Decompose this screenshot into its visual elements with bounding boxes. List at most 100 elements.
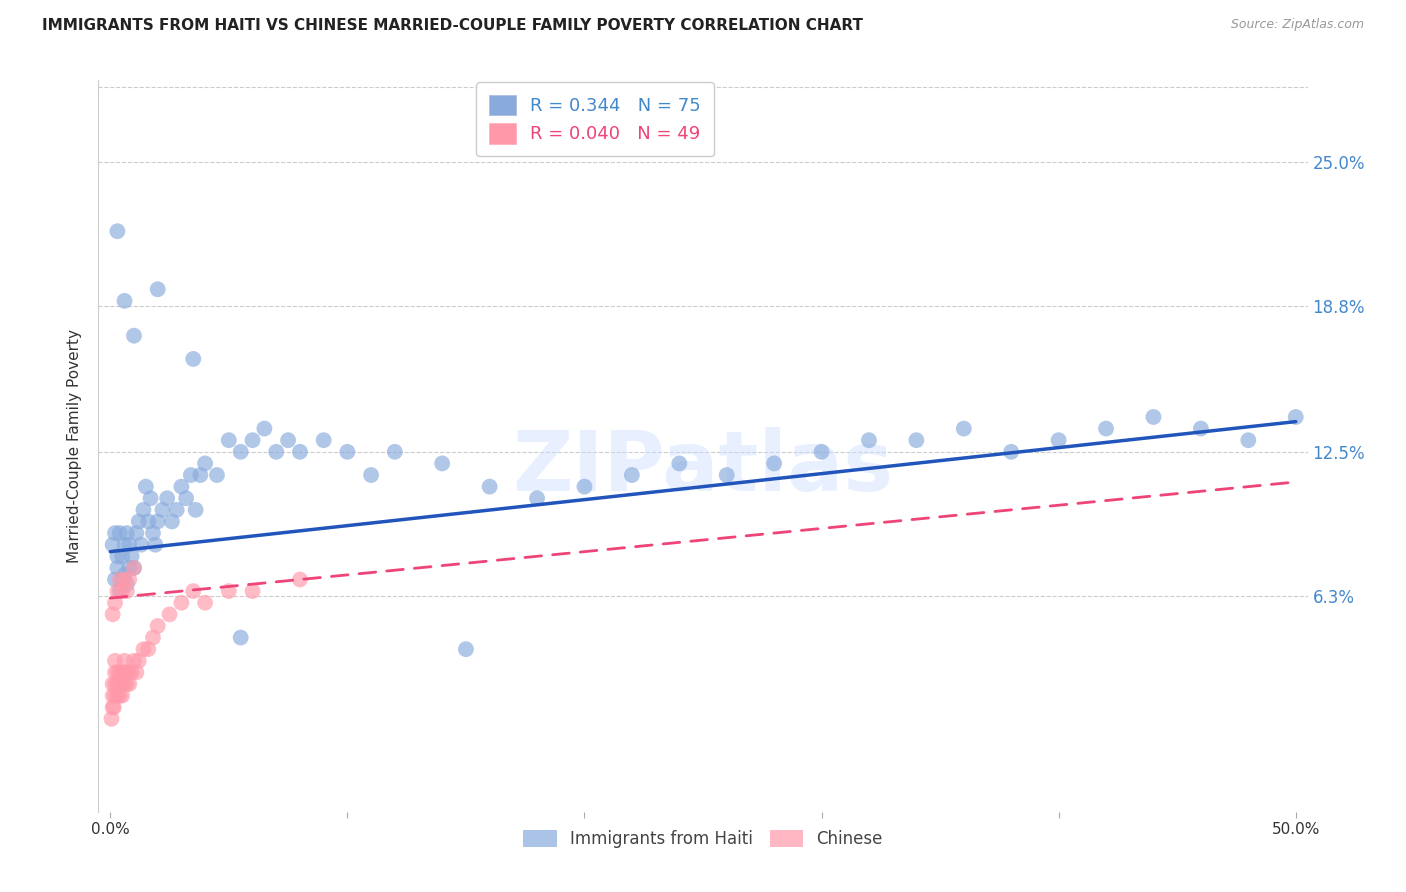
Point — [1237, 433, 1260, 447]
Point — [101, 677, 124, 691]
Point — [384, 445, 406, 459]
Point — [146, 619, 169, 633]
Point — [111, 689, 134, 703]
Point — [111, 549, 134, 564]
Point — [166, 503, 188, 517]
Point — [118, 561, 141, 575]
Point — [229, 445, 252, 459]
Point — [174, 491, 197, 506]
Point — [105, 549, 128, 564]
Point — [905, 433, 928, 447]
Point — [104, 654, 127, 668]
Point — [105, 689, 128, 703]
Point — [114, 573, 136, 587]
Point — [122, 561, 145, 575]
Point — [128, 654, 150, 668]
Point — [136, 642, 159, 657]
Point — [104, 665, 127, 680]
Point — [108, 677, 131, 691]
Point — [160, 515, 183, 529]
Point — [170, 596, 193, 610]
Point — [114, 293, 136, 308]
Point — [142, 526, 165, 541]
Point — [1095, 421, 1118, 435]
Point — [229, 631, 252, 645]
Point — [101, 538, 124, 552]
Point — [121, 665, 143, 680]
Point — [104, 526, 127, 541]
Point — [104, 689, 127, 703]
Point — [108, 689, 131, 703]
Point — [105, 665, 128, 680]
Point — [360, 468, 382, 483]
Point — [101, 689, 124, 703]
Point — [336, 445, 359, 459]
Point — [105, 584, 128, 599]
Point — [253, 421, 276, 435]
Point — [101, 607, 124, 622]
Point — [115, 677, 138, 691]
Point — [478, 480, 501, 494]
Point — [858, 433, 880, 447]
Point — [1285, 409, 1308, 424]
Point — [115, 577, 138, 591]
Point — [454, 642, 477, 657]
Point — [156, 491, 179, 506]
Point — [122, 654, 145, 668]
Point — [114, 665, 136, 680]
Text: Source: ZipAtlas.com: Source: ZipAtlas.com — [1230, 18, 1364, 31]
Point — [108, 665, 131, 680]
Point — [1047, 433, 1070, 447]
Point — [100, 712, 122, 726]
Point — [181, 351, 204, 366]
Point — [111, 573, 134, 587]
Point — [668, 457, 690, 471]
Point — [432, 457, 454, 471]
Point — [129, 538, 152, 552]
Point — [128, 515, 150, 529]
Point — [180, 468, 202, 483]
Point — [146, 282, 169, 296]
Point — [122, 561, 145, 575]
Point — [104, 677, 127, 691]
Point — [108, 526, 131, 541]
Point — [242, 433, 264, 447]
Point — [115, 665, 138, 680]
Point — [181, 584, 204, 599]
Point — [118, 677, 141, 691]
Point — [105, 224, 128, 238]
Point — [104, 573, 127, 587]
Point — [121, 549, 143, 564]
Point — [125, 526, 148, 541]
Y-axis label: Married-Couple Family Poverty: Married-Couple Family Poverty — [67, 329, 83, 563]
Point — [103, 700, 125, 714]
Point — [184, 503, 207, 517]
Point — [277, 433, 299, 447]
Point — [104, 596, 127, 610]
Text: ZIPatlas: ZIPatlas — [513, 427, 893, 508]
Point — [114, 654, 136, 668]
Point — [142, 631, 165, 645]
Point — [716, 468, 738, 483]
Point — [312, 433, 335, 447]
Point — [108, 584, 131, 599]
Point — [159, 607, 181, 622]
Point — [135, 480, 157, 494]
Point — [205, 468, 228, 483]
Point — [620, 468, 643, 483]
Point — [122, 328, 145, 343]
Point — [218, 433, 240, 447]
Point — [115, 526, 138, 541]
Point — [118, 665, 141, 680]
Point — [1000, 445, 1022, 459]
Point — [136, 515, 159, 529]
Point — [111, 665, 134, 680]
Point — [132, 642, 155, 657]
Legend: Immigrants from Haiti, Chinese: Immigrants from Haiti, Chinese — [517, 823, 889, 855]
Point — [111, 677, 134, 691]
Text: IMMIGRANTS FROM HAITI VS CHINESE MARRIED-COUPLE FAMILY POVERTY CORRELATION CHART: IMMIGRANTS FROM HAITI VS CHINESE MARRIED… — [42, 18, 863, 33]
Point — [108, 573, 131, 587]
Point — [139, 491, 162, 506]
Point — [952, 421, 974, 435]
Point — [111, 584, 134, 599]
